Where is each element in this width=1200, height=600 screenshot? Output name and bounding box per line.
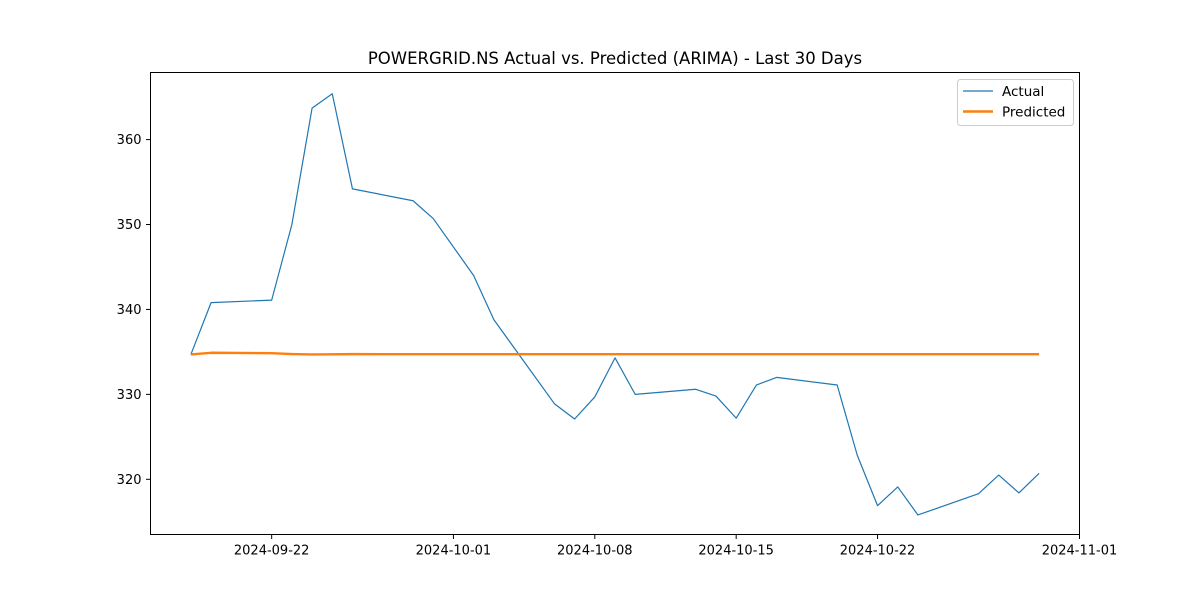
- x-tick-label: 2024-10-01: [416, 544, 492, 559]
- y-tick-label: 330: [117, 388, 142, 403]
- chart-title: POWERGRID.NS Actual vs. Predicted (ARIMA…: [368, 49, 862, 68]
- axes-frame: [150, 72, 1080, 535]
- x-tick-label: 2024-10-15: [698, 544, 774, 559]
- series-line-actual: [190, 93, 1040, 516]
- y-tick-label: 360: [117, 133, 142, 148]
- y-axis: 320 330 340 350 360: [117, 133, 151, 488]
- x-tick-label: 2024-09-22: [234, 544, 310, 559]
- y-tick-label: 350: [117, 218, 142, 233]
- x-tick-label: 2024-10-08: [557, 544, 633, 559]
- y-tick-label: 340: [117, 303, 142, 318]
- x-axis: 2024-09-22 2024-10-01 2024-10-08 2024-10-15…: [234, 534, 1118, 559]
- plot-area: [190, 93, 1040, 516]
- legend: Actual Predicted: [957, 79, 1074, 126]
- series-line-predicted: [190, 351, 1040, 356]
- y-tick-label: 320: [117, 473, 142, 488]
- x-tick-label: 2024-10-22: [840, 544, 916, 559]
- legend-label-actual: Actual: [1002, 84, 1044, 100]
- x-tick-label: 2024-11-01: [1042, 544, 1118, 559]
- legend-label-predicted: Predicted: [1002, 105, 1065, 121]
